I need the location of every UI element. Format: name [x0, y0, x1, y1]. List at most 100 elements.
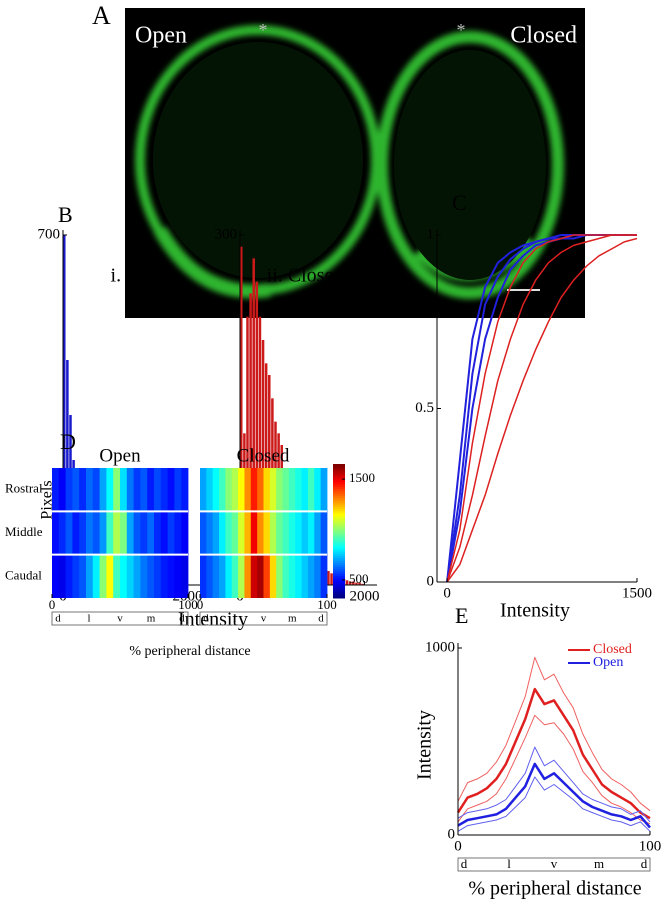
heatmap-cell: [314, 511, 322, 555]
heatmap-cell: [79, 468, 87, 512]
colorbar-segment: [333, 589, 345, 592]
colorbar-segment: [333, 486, 345, 490]
heatmap-cell: [219, 468, 226, 512]
x-tick-label: 0: [454, 838, 462, 854]
colorbar-segment: [333, 528, 345, 532]
y-tick-label: 1000: [425, 639, 455, 655]
colorbar-segment: [333, 488, 345, 492]
colorbar-segment: [333, 568, 345, 572]
heatmap-cell: [295, 511, 302, 555]
heatmap-cell: [320, 468, 328, 512]
heatmap-cell: [301, 511, 309, 555]
colorbar-segment: [333, 544, 345, 548]
heatmap-cell: [231, 468, 239, 512]
chart-title: ii. Closed: [267, 265, 344, 287]
heatmap-cell: [154, 511, 162, 555]
heatmap-cell: [314, 554, 322, 598]
heatmap-cell: [58, 511, 66, 555]
colorbar-segment: [333, 484, 345, 487]
colorbar-segment: [333, 515, 345, 519]
heatmap-cell: [133, 511, 141, 555]
bar: [258, 316, 262, 585]
heatmap-cell: [160, 511, 168, 555]
line: [457, 656, 651, 812]
heatmap-cell: [106, 511, 114, 555]
image-label: Open: [135, 23, 187, 49]
heatmap-cell: [301, 554, 309, 598]
panel-label: E: [455, 603, 468, 628]
legend-label: Closed: [593, 642, 632, 657]
heatmap-cell: [92, 554, 100, 598]
colorbar-segment: [333, 499, 345, 503]
heatmap-cell: [86, 468, 94, 512]
heatmap-cell: [307, 468, 315, 512]
heatmap-cell: [244, 554, 252, 598]
heatmap-cell: [288, 554, 296, 598]
heatmap-cell: [288, 468, 296, 512]
bar: [361, 583, 364, 585]
region-box: [51, 611, 189, 626]
heatmap-cell: [307, 554, 315, 598]
heatmap-cell: [263, 468, 271, 512]
heatmap-cell: [263, 554, 271, 598]
line: [457, 776, 651, 832]
heatmap-cell: [140, 468, 148, 512]
heatmap-cell: [257, 468, 264, 512]
line: [457, 762, 651, 829]
micrograph: A Open Closed * *: [92, 1, 585, 318]
colorbar-segment: [333, 508, 345, 512]
legend-label: Open: [593, 655, 623, 670]
heatmap-cell: [212, 511, 220, 555]
colorbar-segment: [333, 539, 345, 543]
y-axis-label: Pixels: [39, 480, 56, 519]
colorbar-segment: [333, 551, 345, 554]
heatmap-cell: [113, 511, 121, 555]
heatmap-cell: [52, 468, 60, 512]
colorbar-segment: [333, 553, 345, 557]
heatmap-cell: [225, 511, 233, 555]
bar: [261, 340, 265, 585]
colorbar-segment: [333, 475, 345, 478]
colorbar-segment: [333, 546, 345, 550]
heatmap-cell: [301, 468, 309, 512]
heatmap-cell: [86, 511, 94, 555]
heatmap-cell: [79, 554, 87, 598]
heatmap-cell: [99, 511, 107, 555]
heatmap-cell: [200, 468, 207, 512]
row-label: Rostral: [5, 481, 43, 496]
colorbar-segment: [333, 519, 345, 523]
heatmap-cell: [160, 468, 168, 512]
region-box: [199, 611, 328, 626]
heatmap-cell: [65, 468, 73, 512]
region-label: d: [461, 856, 468, 871]
colorbar-segment: [333, 566, 345, 570]
panel-label: B: [58, 202, 73, 227]
bar: [355, 582, 358, 585]
bar: [358, 582, 361, 585]
chart-title: Closed: [237, 445, 290, 466]
line: [457, 714, 651, 825]
heatmap-cell: [225, 468, 233, 512]
colorbar-segment: [333, 464, 345, 467]
bar: [348, 581, 352, 585]
heatmap-cell: [244, 468, 252, 512]
tissue-interior: [394, 50, 546, 280]
region-label: l: [233, 613, 236, 625]
bar: [252, 258, 255, 585]
heatmap-cell: [113, 468, 121, 512]
colorbar-segment: [333, 555, 345, 559]
heatmap-cell: [160, 554, 168, 598]
heatmap-cell: [212, 554, 220, 598]
colorbar-segment: [333, 495, 345, 498]
heatmap-cell: [250, 468, 258, 512]
colorbar-tick-label: 500: [349, 571, 369, 586]
row-label: Caudal: [5, 567, 42, 582]
chart-title: i. Open: [111, 265, 170, 287]
colorbar-segment: [333, 542, 345, 545]
y-tick-label: 0: [448, 826, 456, 842]
heatmap-cell: [92, 468, 100, 512]
heatmap-cell: [244, 511, 252, 555]
bar: [255, 281, 259, 585]
colorbar-segment: [333, 497, 345, 501]
